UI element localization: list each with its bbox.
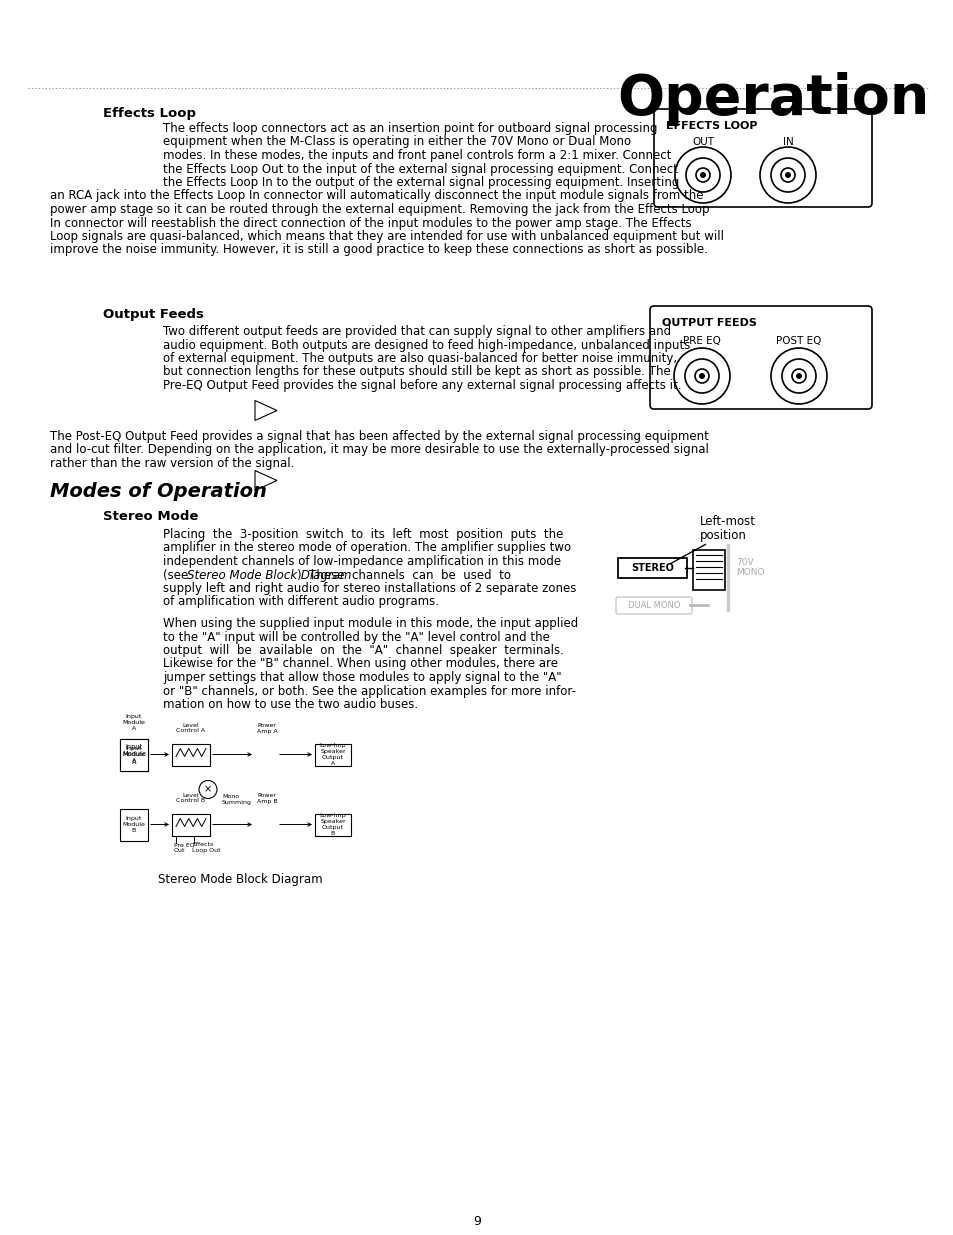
Text: Stereo Mode: Stereo Mode (103, 510, 198, 522)
Text: Operation: Operation (617, 72, 929, 126)
Text: power amp stage so it can be routed through the external equipment. Removing the: power amp stage so it can be routed thro… (50, 203, 709, 216)
Text: PRE EQ: PRE EQ (682, 336, 720, 346)
Text: modes. In these modes, the inputs and front panel controls form a 2:1 mixer. Con: modes. In these modes, the inputs and fr… (163, 149, 671, 162)
Text: ). These  channels  can  be  used  to: ). These channels can be used to (296, 568, 511, 582)
Text: The effects loop connectors act as an insertion point for outboard signal proces: The effects loop connectors act as an in… (163, 122, 657, 135)
Bar (314, 814, 351, 836)
Bar (172, 814, 210, 836)
Text: DUAL MONO: DUAL MONO (627, 600, 679, 610)
Text: Stereo Mode Block Diagram: Stereo Mode Block Diagram (187, 568, 351, 582)
Text: Low-Imp
Speaker
Output
A: Low-Imp Speaker Output A (319, 743, 346, 766)
FancyBboxPatch shape (616, 597, 691, 614)
Text: the Effects Loop In to the output of the external signal processing equipment. I: the Effects Loop In to the output of the… (163, 177, 679, 189)
Text: position: position (700, 529, 746, 542)
Text: the Effects Loop Out to the input of the external signal processing equipment. C: the Effects Loop Out to the input of the… (163, 163, 678, 175)
Circle shape (700, 172, 705, 178)
Text: MONO: MONO (735, 568, 763, 577)
Text: Input
Module
B: Input Module B (122, 816, 145, 832)
Text: Placing  the  3-position  switch  to  its  left  most  position  puts  the: Placing the 3-position switch to its lef… (163, 529, 563, 541)
Text: Effects Loop: Effects Loop (103, 107, 195, 120)
Text: Effects
Loop Out: Effects Loop Out (192, 842, 220, 853)
Bar (120, 739, 148, 771)
Text: of external equipment. The outputs are also quasi-balanced for better noise immu: of external equipment. The outputs are a… (163, 352, 677, 366)
FancyBboxPatch shape (649, 306, 871, 409)
Text: but connection lengths for these outputs should still be kept as short as possib: but connection lengths for these outputs… (163, 366, 670, 378)
Text: Level
Control A: Level Control A (176, 722, 205, 734)
Text: OUTPUT FEEDS: OUTPUT FEEDS (661, 317, 756, 329)
Circle shape (699, 373, 704, 379)
Text: (see: (see (163, 568, 192, 582)
Bar (692, 550, 724, 590)
Text: independent channels of low-impedance amplification in this mode: independent channels of low-impedance am… (163, 555, 560, 568)
Text: IN: IN (781, 137, 793, 147)
Text: OUT: OUT (691, 137, 713, 147)
Text: to the "A" input will be controlled by the "A" level control and the: to the "A" input will be controlled by t… (163, 631, 549, 643)
Text: of amplification with different audio programs.: of amplification with different audio pr… (163, 595, 438, 609)
Text: Power
Amp B: Power Amp B (256, 793, 277, 804)
Text: STEREO: STEREO (630, 563, 673, 573)
Text: Output Feeds: Output Feeds (103, 308, 204, 321)
Circle shape (784, 172, 790, 178)
Text: Input
Module
A: Input Module A (122, 746, 145, 763)
Bar (120, 739, 148, 771)
Text: mation on how to use the two audio buses.: mation on how to use the two audio buses… (163, 698, 417, 711)
Text: Loop signals are quasi-balanced, which means that they are intended for use with: Loop signals are quasi-balanced, which m… (50, 230, 723, 243)
Text: Modes of Operation: Modes of Operation (50, 482, 267, 501)
Text: Left-most: Left-most (700, 515, 755, 529)
Text: Input
Module
A: Input Module A (122, 745, 146, 764)
Text: improve the noise immunity. However, it is still a good practice to keep these c: improve the noise immunity. However, it … (50, 243, 707, 257)
Text: Power
Amp A: Power Amp A (256, 722, 277, 734)
Text: supply left and right audio for stereo installations of 2 separate zones: supply left and right audio for stereo i… (163, 582, 576, 595)
Text: Low-Imp
Speaker
Output
B: Low-Imp Speaker Output B (319, 814, 346, 836)
Text: POST EQ: POST EQ (776, 336, 821, 346)
Text: ×: × (204, 784, 212, 794)
Text: Stereo Mode Block Diagram: Stereo Mode Block Diagram (157, 872, 322, 885)
Text: Pre-EQ Output Feed provides the signal before any external signal processing aff: Pre-EQ Output Feed provides the signal b… (163, 379, 680, 391)
FancyBboxPatch shape (618, 558, 686, 578)
Text: jumper settings that allow those modules to apply signal to the "A": jumper settings that allow those modules… (163, 671, 561, 684)
Text: Mono
Summing: Mono Summing (222, 794, 252, 805)
Text: an RCA jack into the Effects Loop In connector will automatically disconnect the: an RCA jack into the Effects Loop In con… (50, 189, 702, 203)
Text: output  will  be  available  on  the  "A"  channel  speaker  terminals.: output will be available on the "A" chan… (163, 643, 563, 657)
Bar (120, 809, 148, 841)
Text: Two different output feeds are provided that can supply signal to other amplifie: Two different output feeds are provided … (163, 325, 670, 338)
FancyBboxPatch shape (654, 109, 871, 207)
Text: The Post-EQ Output Feed provides a signal that has been affected by the external: The Post-EQ Output Feed provides a signa… (50, 430, 708, 443)
Text: and lo-cut filter. Depending on the application, it may be more desirable to use: and lo-cut filter. Depending on the appl… (50, 443, 708, 457)
Text: or "B" channels, or both. See the application examples for more infor-: or "B" channels, or both. See the applic… (163, 684, 576, 698)
Bar (314, 743, 351, 766)
Text: amplifier in the stereo mode of operation. The amplifier supplies two: amplifier in the stereo mode of operatio… (163, 541, 571, 555)
Text: 70V: 70V (735, 558, 753, 567)
Text: When using the supplied input module in this mode, the input applied: When using the supplied input module in … (163, 618, 578, 630)
Text: audio equipment. Both outputs are designed to feed high-impedance, unbalanced in: audio equipment. Both outputs are design… (163, 338, 690, 352)
Bar (172, 743, 210, 766)
Text: Likewise for the "B" channel. When using other modules, there are: Likewise for the "B" channel. When using… (163, 657, 558, 671)
Text: Level
Control B: Level Control B (176, 793, 205, 804)
Text: Pre EQ
Out: Pre EQ Out (173, 842, 194, 853)
Text: EFFECTS LOOP: EFFECTS LOOP (665, 121, 757, 131)
Text: equipment when the M-Class is operating in either the 70V Mono or Dual Mono: equipment when the M-Class is operating … (163, 136, 631, 148)
Circle shape (795, 373, 801, 379)
Text: In connector will reestablish the direct connection of the input modules to the : In connector will reestablish the direct… (50, 216, 691, 230)
Text: rather than the raw version of the signal.: rather than the raw version of the signa… (50, 457, 294, 471)
Text: Input
Module
A: Input Module A (122, 714, 145, 730)
Text: 9: 9 (473, 1215, 480, 1228)
